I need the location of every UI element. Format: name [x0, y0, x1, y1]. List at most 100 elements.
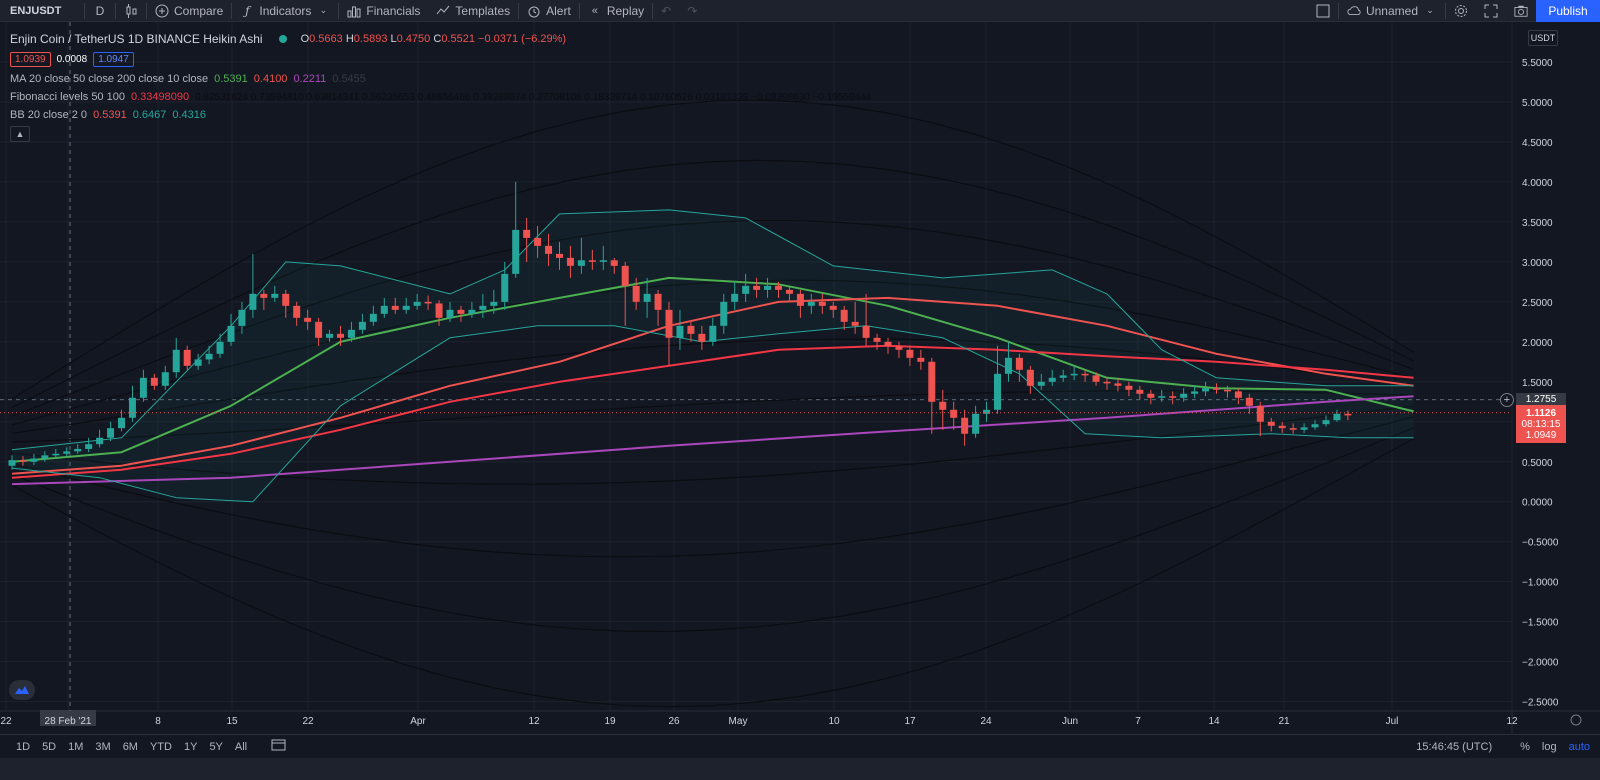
candle-body	[1256, 405, 1264, 422]
undo-button[interactable]: ↶	[653, 0, 679, 22]
price-tick-label: 1.5000	[1522, 378, 1553, 389]
bid-box[interactable]: 1.0939	[10, 51, 51, 67]
candle-body	[851, 321, 859, 326]
fib-indicator-row[interactable]: Fibonacci levels 50 100 0.33498090 0.825…	[10, 88, 871, 106]
price-tick-label: 0.5000	[1522, 458, 1553, 469]
toolbar-right: Unnamed ⌄ Publish	[1308, 0, 1600, 22]
candle-body	[468, 309, 476, 314]
publish-button[interactable]: Publish	[1536, 0, 1600, 22]
ma20-value: 0.5391	[214, 73, 248, 85]
layout-toggle-button[interactable]	[1308, 0, 1338, 22]
timeframe-button[interactable]: 1M	[68, 740, 84, 753]
candle-body	[764, 285, 772, 290]
clock-label[interactable]: 15:46:45 (UTC)	[1416, 740, 1493, 753]
symbol-title[interactable]: Enjin Coin / TetherUS 1D BINANCE Heikin …	[10, 32, 263, 46]
fullscreen-button[interactable]	[1476, 0, 1506, 22]
time-tick-label: 28 Feb '21	[45, 716, 92, 727]
timeframe-button[interactable]: 5Y	[209, 740, 223, 753]
candle-body	[972, 413, 980, 434]
top-toolbar: ENJUSDT D Compare ƒ Indicators ⌄ Financi…	[0, 0, 1600, 22]
candle-body	[380, 305, 388, 314]
candle-body	[41, 455, 49, 459]
candle-body	[1004, 357, 1012, 374]
time-tick-label: 10	[828, 716, 840, 727]
candle-body	[1191, 391, 1199, 394]
divider	[115, 2, 116, 19]
currency-label[interactable]: USDT	[1528, 30, 1558, 46]
candle-body	[534, 237, 542, 246]
axis-settings-gear-icon[interactable]	[1570, 714, 1582, 726]
candle-body	[1103, 381, 1111, 384]
interval-button[interactable]: D	[85, 0, 115, 22]
templates-button[interactable]: Templates	[428, 0, 518, 22]
tv-logo-icon	[15, 686, 29, 694]
chart-style-button[interactable]	[116, 0, 146, 22]
price-chart[interactable]: 5.5000 5.0000 4.5000 4.0000 3.5000 3.0000 2.50…	[0, 22, 1600, 734]
open-label: O	[300, 33, 310, 45]
bollinger-band-fill	[12, 209, 1414, 502]
candle-body	[435, 303, 443, 318]
bb-indicator-row[interactable]: BB 20 close 2 0 0.5391 0.6467 0.4316	[10, 106, 871, 124]
replay-button[interactable]: « Replay	[580, 0, 652, 22]
candle-body	[545, 245, 553, 254]
timeframe-button[interactable]: 1Y	[183, 740, 198, 753]
candle-body	[556, 253, 563, 258]
candle-body	[1234, 391, 1242, 398]
legend-main-row: Enjin Coin / TetherUS 1D BINANCE Heikin …	[10, 30, 871, 48]
timeframe-button[interactable]: 1D	[16, 740, 31, 753]
settings-button[interactable]	[1446, 0, 1476, 22]
templates-label: Templates	[455, 3, 511, 18]
alert-button[interactable]: Alert	[519, 0, 579, 22]
last-price-text: 1.1126	[1525, 407, 1557, 419]
fibonacci-band-line	[11, 438, 1414, 708]
redo-button[interactable]: ↷	[679, 0, 705, 22]
timeframe-button[interactable]: All	[234, 740, 248, 753]
open-value: 0.5663	[309, 33, 343, 45]
add-alert-icon[interactable]: +	[1500, 393, 1514, 407]
fib-values-rest: 0.82531624 0.73594810 0.63814341 0.56235…	[195, 91, 872, 103]
date-range-icon[interactable]	[271, 738, 287, 755]
candle-body	[873, 337, 881, 342]
price-tick-label: 4.5000	[1522, 138, 1553, 149]
snapshot-button[interactable]	[1506, 0, 1536, 22]
candle-body	[326, 333, 334, 338]
candle-body	[85, 444, 93, 449]
compare-button[interactable]: Compare	[147, 0, 231, 22]
auto-scale-toggle[interactable]: auto	[1568, 740, 1590, 753]
ohlc-values: O0.5663 H0.5893 L0.4750 C0.5521 −0.0371 …	[301, 33, 567, 45]
spread-value: 0.0008	[56, 53, 88, 65]
symbol-search[interactable]: ENJUSDT	[0, 0, 84, 22]
financials-button[interactable]: Financials	[339, 0, 428, 22]
layout-name-button[interactable]: Unnamed ⌄	[1339, 0, 1445, 22]
price-tick-label: 3.0000	[1522, 258, 1553, 269]
ask-box[interactable]: 1.0947	[93, 51, 134, 67]
change-value: −0.0371 (−6.29%)	[478, 33, 567, 45]
fibonacci-band-line	[11, 390, 1414, 443]
timeframe-button[interactable]: YTD	[149, 740, 172, 753]
indicators-button[interactable]: ƒ Indicators ⌄	[232, 0, 338, 22]
camera-icon	[1514, 4, 1528, 18]
bid-ask-row: 1.0939 0.0008 1.0947	[10, 48, 871, 70]
price-tick-label: 3.5000	[1522, 218, 1553, 229]
bid-price-text: 1.0949	[1525, 429, 1557, 441]
chart-legend: Enjin Coin / TetherUS 1D BINANCE Heikin …	[10, 30, 871, 142]
timeframe-button[interactable]: 6M	[122, 740, 138, 753]
percent-scale-toggle[interactable]: %	[1520, 740, 1530, 753]
series-line-bb-upper	[11, 209, 1414, 451]
low-label: L	[390, 33, 397, 45]
divider	[146, 2, 147, 19]
log-scale-toggle[interactable]: log	[1541, 740, 1557, 753]
candle-body	[1015, 357, 1023, 370]
timeframe-button[interactable]: 3M	[95, 740, 111, 753]
undo-icon: ↶	[661, 3, 672, 18]
candle-body	[1048, 377, 1056, 382]
price-tick-label: 2.0000	[1522, 338, 1553, 349]
price-tick-label: 5.0000	[1522, 98, 1553, 109]
timeframe-button[interactable]: 5D	[42, 740, 57, 753]
tradingview-logo[interactable]	[9, 680, 35, 700]
candle-body	[63, 451, 71, 454]
candle-body	[490, 301, 498, 306]
time-tick-label: 8	[155, 716, 161, 727]
collapse-legend-button[interactable]: ▲	[10, 126, 30, 142]
ma-indicator-row[interactable]: MA 20 close 50 close 200 close 10 close …	[10, 70, 871, 88]
